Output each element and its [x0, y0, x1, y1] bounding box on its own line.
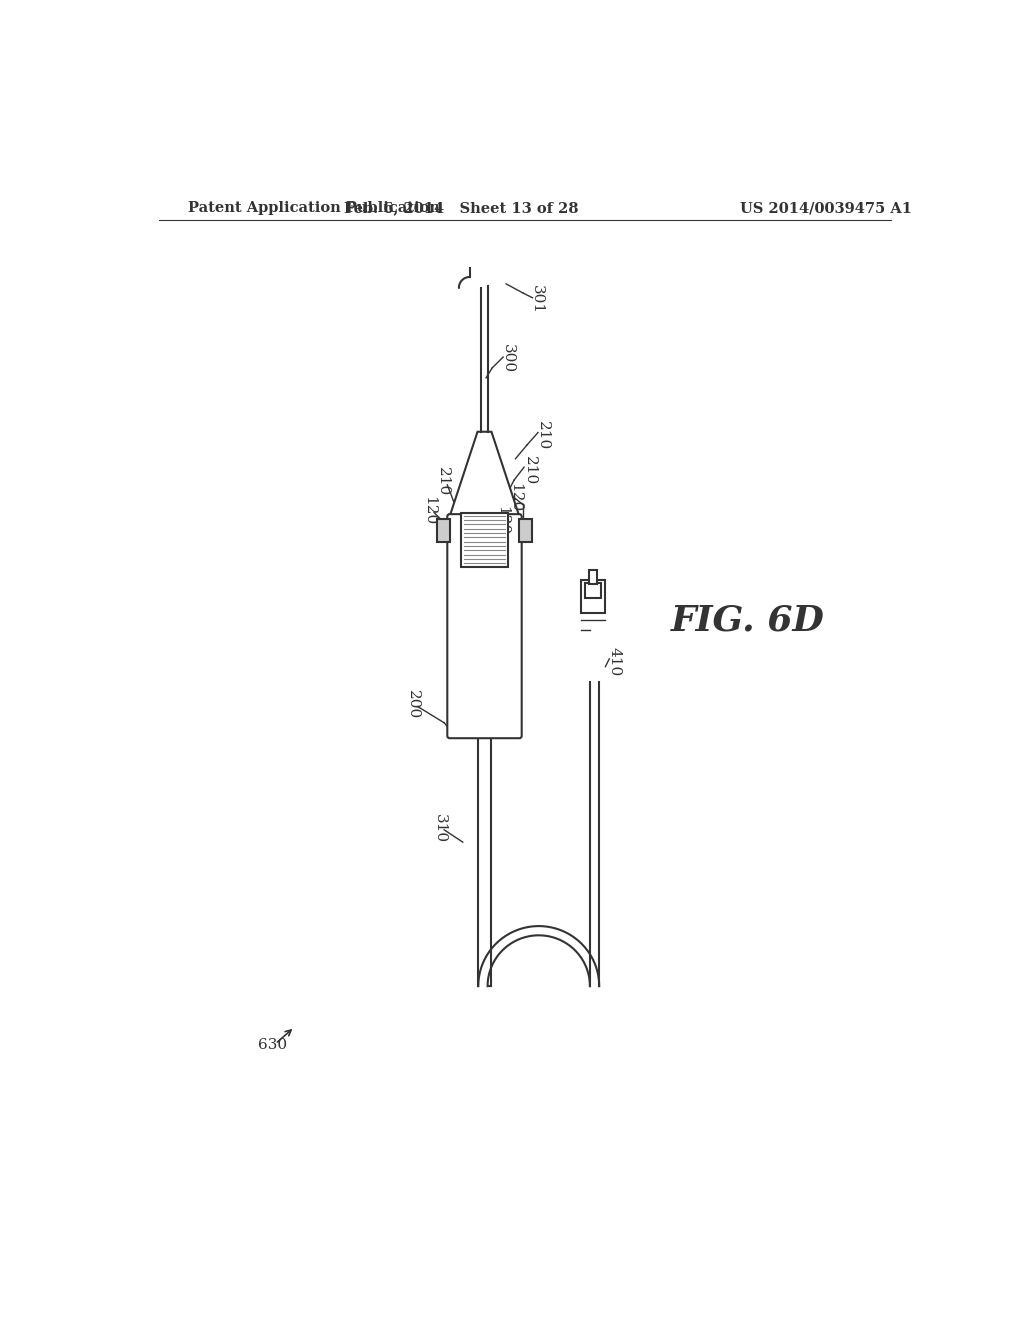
Text: US 2014/0039475 A1: US 2014/0039475 A1 [739, 202, 911, 215]
Bar [581, 579, 605, 614]
Bar [461, 512, 508, 566]
Text: Feb. 6, 2014   Sheet 13 of 28: Feb. 6, 2014 Sheet 13 of 28 [344, 202, 579, 215]
Text: 301: 301 [530, 285, 544, 314]
Text: 210: 210 [522, 455, 537, 484]
Text: 120: 120 [483, 535, 498, 564]
Text: 210: 210 [536, 421, 550, 450]
Bar [519, 519, 531, 543]
FancyBboxPatch shape [447, 515, 521, 738]
Text: 120: 120 [422, 496, 435, 525]
Bar [586, 582, 601, 598]
Text: FIG. 6D: FIG. 6D [671, 603, 825, 638]
Text: 300: 300 [501, 345, 515, 374]
Bar [437, 519, 450, 543]
Text: 630: 630 [258, 1039, 288, 1052]
Polygon shape [450, 432, 519, 516]
Text: 200: 200 [407, 690, 420, 719]
Text: 410: 410 [607, 647, 622, 677]
Bar [589, 570, 597, 585]
Text: Patent Application Publication: Patent Application Publication [188, 202, 440, 215]
Text: 210: 210 [435, 467, 450, 496]
Text: 120: 120 [509, 483, 522, 512]
Text: 310: 310 [432, 813, 446, 843]
Text: 120: 120 [496, 506, 509, 535]
